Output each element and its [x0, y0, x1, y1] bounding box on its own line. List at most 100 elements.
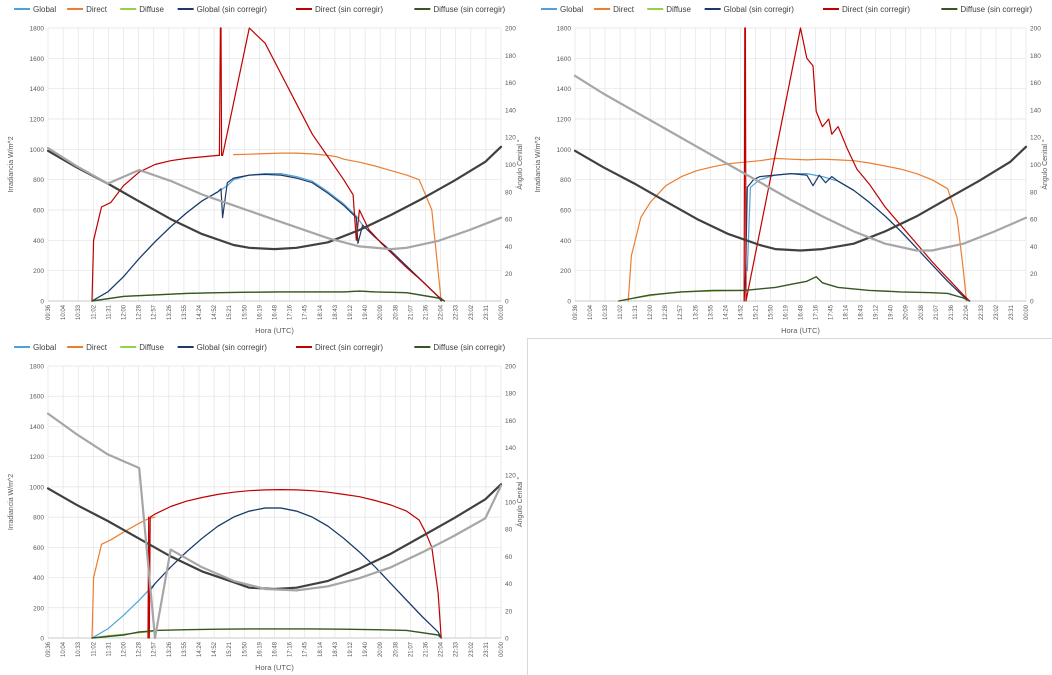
y-tick-label: 400	[33, 238, 44, 245]
y2-tick-label: 120	[1030, 135, 1041, 142]
y-tick-label: 600	[33, 208, 44, 215]
y-tick-label: 400	[560, 238, 571, 245]
x-tick-label: 12:28	[137, 304, 143, 320]
x-tick-label: 22:04	[964, 304, 970, 320]
y2-tick-label: 80	[1030, 189, 1038, 196]
y-tick-label: 0	[40, 299, 44, 306]
legend-item: Diffuse	[120, 5, 165, 14]
chart-1: Global Direct Diffuse Global (sin corregir)…	[8, 5, 524, 335]
x-tick-label: 13:55	[708, 304, 714, 320]
y2-tick-label: 160	[1030, 80, 1041, 87]
x-tick-label: 19:40	[363, 304, 369, 320]
y-tick-label: 1800	[30, 26, 45, 33]
series-line-direct	[627, 157, 968, 302]
chart-panel-1: Global Direct Diffuse Global (sin corregir)…	[0, 0, 528, 339]
y2-tick-label: 120	[505, 472, 516, 479]
legend-label: Direct	[86, 343, 108, 352]
y-tick-label: 1400	[30, 86, 45, 93]
y2-tick-label: 40	[505, 244, 513, 251]
x-tick-label: 18:43	[859, 304, 865, 320]
y2-tick-label: 160	[505, 80, 516, 87]
chart-panel-3: Global Direct Diffuse Global (sin corregir)…	[0, 338, 528, 675]
legend-label: Diffuse	[666, 5, 691, 14]
y2-tick-label: 20	[1030, 271, 1038, 278]
x-tick-label: 23:02	[469, 304, 475, 320]
y-tick-label: 1400	[30, 424, 45, 431]
y2-tick-label: 60	[505, 554, 513, 561]
series-line-zenith-sin-corregir	[46, 412, 503, 640]
y-tick-label: 600	[560, 208, 571, 215]
x-tick-label: 22:33	[454, 641, 460, 657]
grid	[47, 27, 502, 302]
y-tick-label: 1600	[30, 394, 45, 401]
x-tick-label: 22:33	[979, 304, 985, 320]
x-tick-label: 10:04	[588, 304, 594, 320]
legend-label: Direct	[613, 5, 635, 14]
legend-label: Diffuse	[139, 343, 164, 352]
y-tick-label: 1000	[557, 147, 572, 154]
y-axis-title: Irradiancia W/m^2	[8, 474, 15, 530]
y-tick-label: 800	[33, 515, 44, 522]
legend-item: Direct (sin corregir)	[823, 5, 910, 14]
legend-item: Global	[14, 5, 56, 14]
x-tick-label: 14:24	[723, 304, 729, 320]
y2-tick-label: 20	[505, 271, 513, 278]
x-tick-label: 22:04	[439, 304, 445, 320]
y2-tick-label: 40	[505, 581, 513, 588]
x-tick-label: 16:19	[257, 304, 263, 320]
y2-tick-label: 100	[505, 500, 516, 507]
legend-label: Global	[33, 5, 56, 14]
x-tick-label: 20:38	[919, 304, 925, 320]
series-line-global	[746, 173, 971, 302]
y2-tick-label: 0	[1030, 299, 1034, 306]
legend-item: Diffuse	[120, 343, 165, 352]
y-axis-title: Irradiancia W/m^2	[535, 136, 542, 192]
legend-item: Diffuse	[647, 5, 692, 14]
x-tick-label: 23:02	[469, 641, 475, 657]
y-tick-label: 1000	[30, 484, 45, 491]
y-tick-label: 1200	[30, 454, 45, 461]
x-tick-label: 10:04	[61, 304, 67, 320]
x-tick-label: 00:00	[499, 641, 505, 657]
x-tick-label: 23:02	[994, 304, 1000, 320]
x-tick-label: 11:31	[106, 304, 112, 319]
legend-item: Global	[14, 343, 56, 352]
x-tick-label: 17:45	[829, 304, 835, 320]
y2-tick-label: 40	[1030, 244, 1038, 251]
y2-tick-label: 160	[505, 418, 516, 425]
x-tick-label: 19:40	[363, 641, 369, 657]
x-tick-label: 20:09	[904, 304, 910, 320]
x-tick-label: 17:16	[288, 641, 294, 657]
chart-legend: Global Direct Diffuse Global (sin corregir)…	[14, 5, 506, 14]
x-tick-label: 21:36	[949, 304, 955, 320]
series-line-direct-sin-corregir	[743, 27, 971, 302]
series-line-global-sin-corregir	[148, 507, 442, 639]
y2-tick-label: 120	[505, 135, 516, 142]
y-tick-label: 800	[560, 177, 571, 184]
x-tick-label: 12:28	[663, 304, 669, 320]
x-tick-label: 12:00	[122, 304, 128, 320]
x-axis-title: Hora (UTC)	[255, 326, 294, 335]
x-tick-label: 21:36	[424, 641, 430, 657]
y2-tick-label: 140	[1030, 107, 1041, 114]
x-tick-label: 11:02	[618, 304, 624, 319]
x-tick-label: 14:52	[738, 304, 744, 320]
series-line-zenith-sin-corregir	[46, 147, 503, 251]
x-tick-label: 18:43	[333, 304, 339, 320]
x-tick-label: 13:55	[182, 304, 188, 320]
x-tick-label: 00:00	[499, 304, 505, 320]
y2-tick-label: 200	[1030, 26, 1041, 33]
y-tick-label: 200	[33, 268, 44, 275]
y2-axis-title: Ángulo Cenital °	[1040, 139, 1049, 189]
y-tick-label: 800	[33, 177, 44, 184]
x-tick-label: 12:57	[678, 304, 684, 320]
x-tick-label: 13:55	[182, 641, 188, 657]
legend-label: Global	[33, 343, 56, 352]
legend-label: Direct (sin corregir)	[315, 343, 383, 352]
y2-tick-label: 140	[505, 445, 516, 452]
x-tick-label: 09:36	[46, 304, 52, 320]
x-tick-label: 10:04	[61, 641, 67, 657]
x-tick-label: 13:26	[167, 641, 173, 657]
y2-tick-label: 0	[505, 299, 509, 306]
legend-item: Direct	[67, 5, 108, 14]
